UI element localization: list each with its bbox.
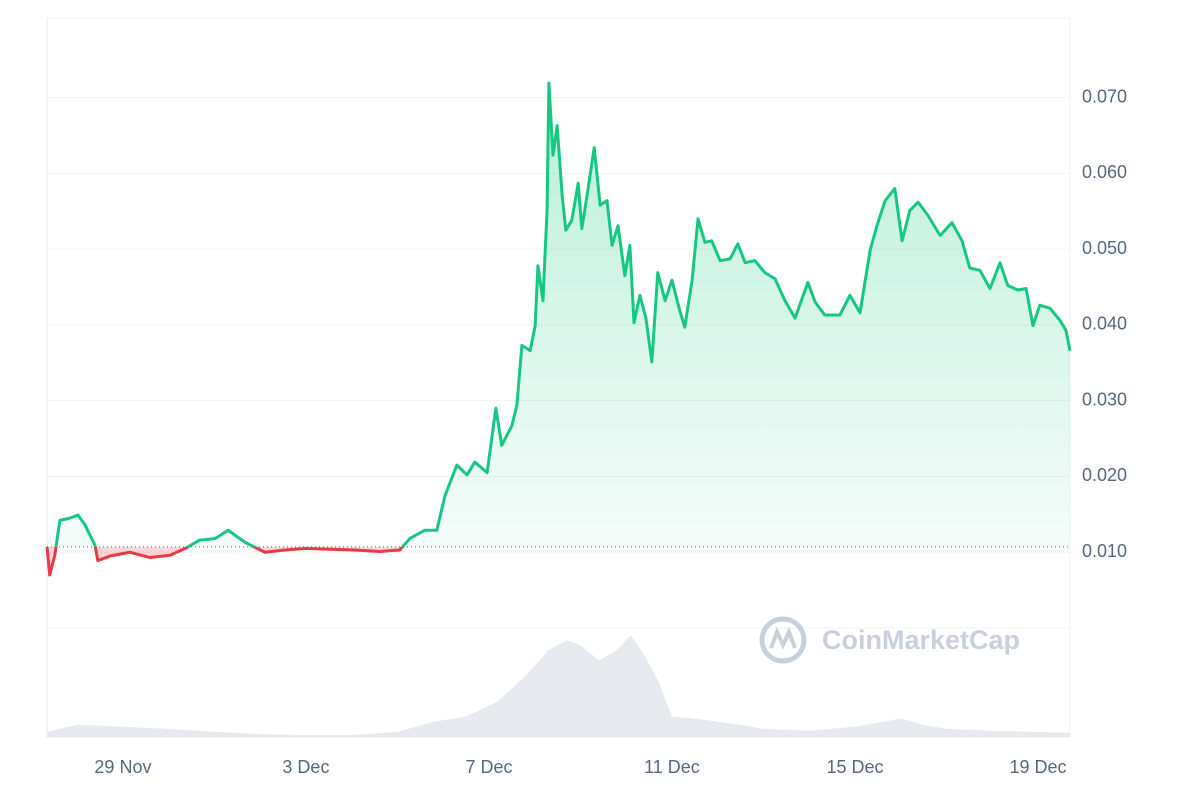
- price-line-up: [46, 81, 1072, 547]
- area-up: [47, 83, 1070, 547]
- x-tick-label: 19 Dec: [1009, 757, 1066, 777]
- volume-area: [47, 635, 1070, 737]
- watermark: CoinMarketCap: [759, 616, 1020, 664]
- x-tick-label: 15 Dec: [826, 757, 883, 777]
- x-tick-label: 7 Dec: [465, 757, 512, 777]
- watermark-logo: [769, 626, 797, 650]
- x-tick-label: 29 Nov: [94, 757, 151, 777]
- y-tick-label: 0.040: [1082, 314, 1127, 334]
- watermark-logo: [759, 616, 807, 664]
- y-tick-label: 0.030: [1082, 389, 1127, 409]
- x-tick-label: 11 Dec: [644, 757, 700, 777]
- price-line-down: [45, 546, 405, 577]
- y-tick-label: 0.070: [1082, 86, 1127, 106]
- watermark-text: CoinMarketCap: [822, 625, 1020, 655]
- y-tick-label: 0.020: [1082, 465, 1127, 485]
- x-tick-label: 3 Dec: [282, 757, 329, 777]
- y-tick-label: 0.060: [1082, 162, 1127, 182]
- y-tick-label: 0.010: [1082, 541, 1127, 561]
- y-tick-label: 0.050: [1082, 238, 1127, 258]
